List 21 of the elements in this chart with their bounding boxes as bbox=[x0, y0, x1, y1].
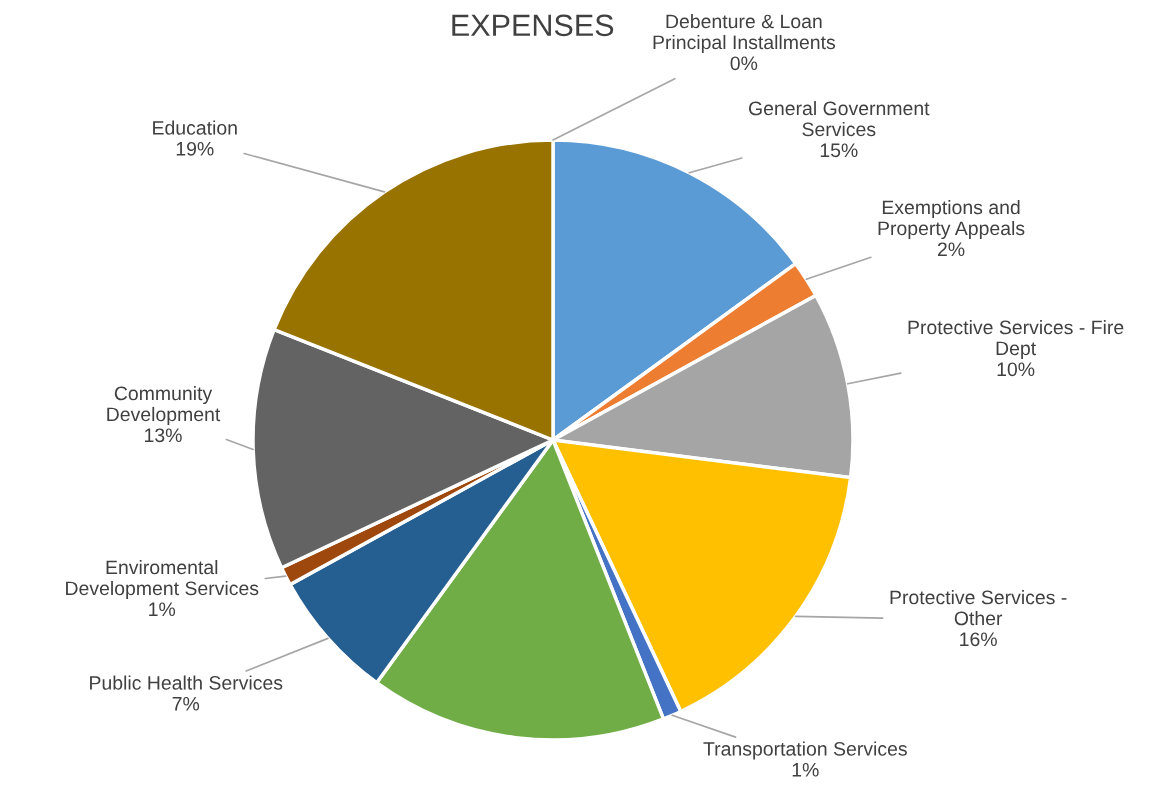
data-label: 1% bbox=[792, 763, 819, 777]
chart-title: EXPENSES bbox=[452, 14, 614, 37]
slice-label: Education bbox=[153, 120, 237, 135]
data-label: 10% bbox=[997, 362, 1035, 377]
slice-label: Exemptions and Property Appeals bbox=[878, 199, 1025, 240]
slice-label: Transportation Services bbox=[703, 741, 907, 760]
slice-label: Public Health Services bbox=[90, 675, 283, 690]
category-label: Debenture & Loan Principal Installments bbox=[653, 13, 836, 54]
data-label: 15% bbox=[820, 143, 858, 158]
slice-label: Protective Services - Fire Dept bbox=[908, 319, 1124, 360]
data-label: 16% bbox=[960, 632, 997, 647]
data-label: 19% bbox=[176, 141, 214, 156]
data-label: 1% bbox=[149, 602, 176, 617]
data-label: 7% bbox=[172, 697, 200, 711]
data-label: 2% bbox=[937, 242, 965, 257]
slice-label: Community Development bbox=[107, 385, 221, 426]
slice-label: Protective Services - Other bbox=[890, 589, 1067, 626]
slice-label: Enviromental Development Services bbox=[66, 559, 259, 600]
data-label: 13% bbox=[145, 428, 182, 443]
text: 0% bbox=[730, 56, 758, 71]
slice-label: General Government Services bbox=[748, 100, 930, 137]
